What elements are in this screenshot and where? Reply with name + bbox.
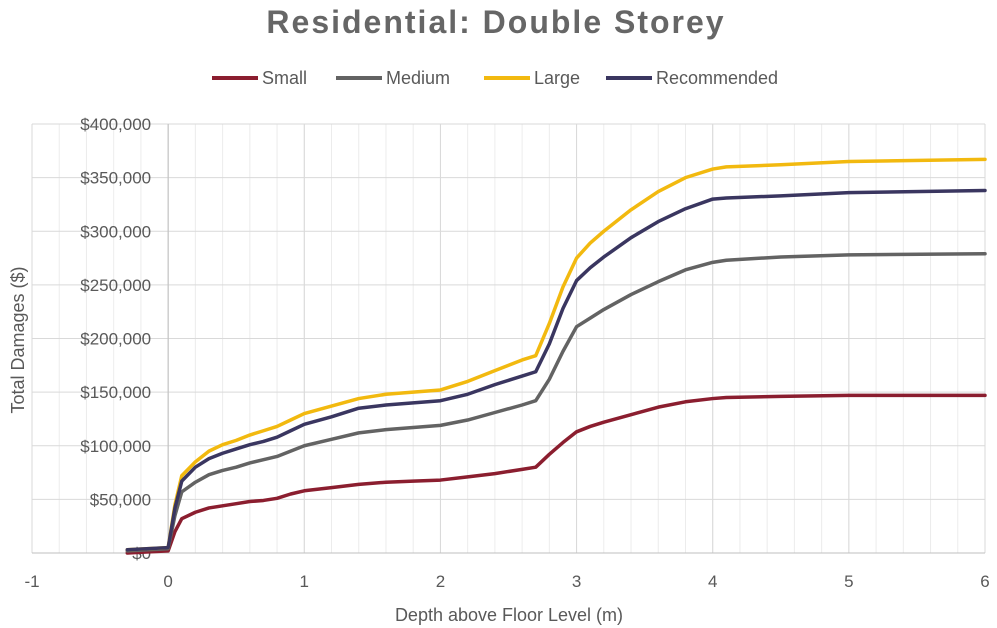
axes: [32, 124, 985, 554]
y-tick-label: $400,000: [80, 115, 151, 134]
chart-title: Residential: Double Storey: [266, 4, 725, 40]
major-gridlines: [31, 123, 986, 554]
x-tick-label: 2: [436, 572, 445, 591]
x-tick-label: 6: [980, 572, 989, 591]
legend-item-recommended: Recommended: [606, 68, 778, 88]
series-line-large: [125, 157, 987, 552]
legend-label: Large: [534, 68, 580, 88]
legend-label: Recommended: [656, 68, 778, 88]
y-tick-label: $150,000: [80, 383, 151, 402]
legend-item-medium: Medium: [336, 68, 450, 88]
series-lines: [125, 157, 987, 555]
series-line-small: [125, 393, 987, 555]
x-axis-ticks: -1 0 1 2 3 4 5 6: [24, 572, 989, 591]
series-line-medium: [125, 252, 987, 553]
legend-label: Small: [262, 68, 307, 88]
x-tick-label: -1: [24, 572, 39, 591]
y-tick-label: $300,000: [80, 222, 151, 241]
y-axis-label: Total Damages ($): [8, 266, 28, 413]
x-tick-label: 4: [708, 572, 717, 591]
y-tick-label: $350,000: [80, 169, 151, 188]
x-tick-label: 3: [572, 572, 581, 591]
legend-item-large: Large: [484, 68, 580, 88]
series-line-recommended: [125, 188, 987, 552]
legend: Small Medium Large Recommended: [212, 68, 778, 88]
y-tick-label: $50,000: [90, 490, 151, 509]
y-axis-ticks: $0$50,000$100,000$150,000$200,000$250,00…: [80, 115, 151, 563]
y-tick-label: $100,000: [80, 437, 151, 456]
x-tick-label: 1: [300, 572, 309, 591]
legend-item-small: Small: [212, 68, 307, 88]
y-tick-label: $200,000: [80, 330, 151, 349]
x-tick-label: 0: [163, 572, 172, 591]
x-axis-label: Depth above Floor Level (m): [395, 605, 623, 625]
x-tick-label: 5: [844, 572, 853, 591]
legend-label: Medium: [386, 68, 450, 88]
y-tick-label: $250,000: [80, 276, 151, 295]
